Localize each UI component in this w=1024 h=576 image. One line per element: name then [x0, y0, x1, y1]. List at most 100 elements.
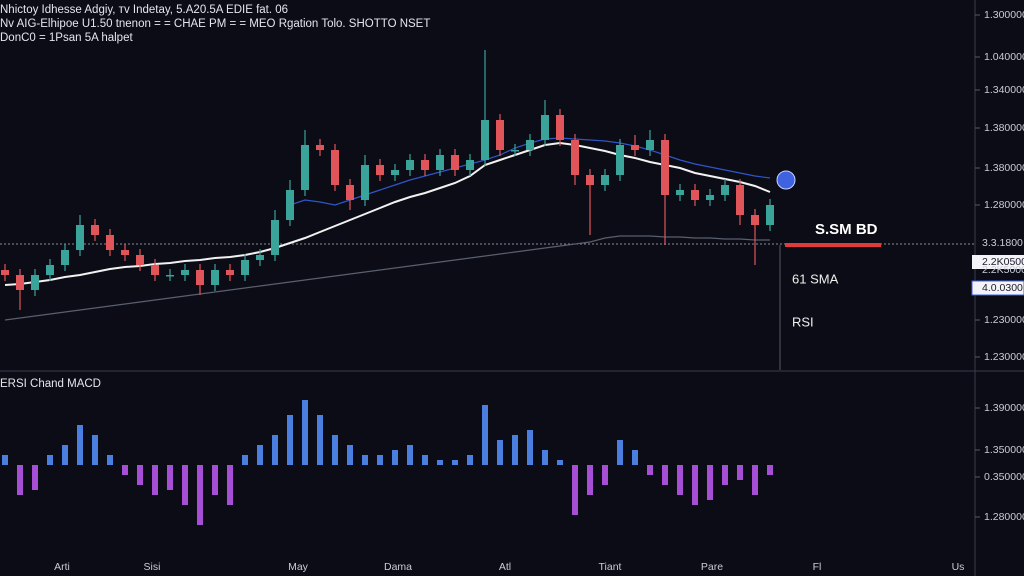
histogram-bar — [377, 455, 383, 465]
histogram-bar — [542, 450, 548, 465]
histogram-bar — [362, 455, 368, 465]
candle-body — [421, 160, 429, 170]
histogram-bar — [152, 465, 158, 495]
y-tick-label: 1.350000 — [984, 444, 1024, 456]
histogram-bar — [497, 440, 503, 465]
histogram-bar — [452, 460, 458, 465]
histogram-bar — [287, 415, 293, 465]
candle-body — [736, 185, 744, 215]
y-tick-label: 1.280000 — [984, 511, 1024, 523]
x-tick-label: Pare — [701, 561, 723, 573]
x-tick-label: Us — [952, 561, 965, 573]
candle-body — [616, 145, 624, 175]
histogram-bar — [62, 445, 68, 465]
candle-body — [571, 140, 579, 175]
histogram-bar — [332, 435, 338, 465]
histogram-bar — [527, 430, 533, 465]
histogram-bar — [407, 445, 413, 465]
header-line: DonC0 = 1Psan 5A halpet — [0, 32, 133, 44]
candle-body — [106, 235, 114, 250]
histogram-bar — [167, 465, 173, 490]
candle-body — [226, 270, 234, 275]
candle-body — [91, 225, 99, 235]
y-tick-label: 1.300000 — [984, 9, 1024, 21]
y-tick-label: 1.280000 — [984, 199, 1024, 211]
histogram-bar — [272, 435, 278, 465]
candle-body — [751, 215, 759, 225]
candle-body — [661, 140, 669, 195]
histogram-bar — [197, 465, 203, 525]
candle-body — [136, 255, 144, 265]
candle-body — [301, 145, 309, 190]
candle-body — [151, 265, 159, 275]
annotation: RSI — [792, 314, 814, 329]
x-tick-label: Sisi — [144, 561, 161, 573]
candle-body — [61, 250, 69, 265]
histogram-bar — [212, 465, 218, 495]
histogram-bar — [677, 465, 683, 495]
histogram-bar — [302, 400, 308, 465]
header-line: Nhictoy Idhesse Adgiy, ᴛv Indetay, 5.A20… — [0, 4, 288, 16]
candle-body — [31, 275, 39, 290]
histogram-bar — [107, 455, 113, 465]
candle-body — [526, 140, 534, 150]
histogram-bar — [17, 465, 23, 495]
candle-body — [466, 160, 474, 170]
histogram-bar — [752, 465, 758, 495]
candle-body — [286, 190, 294, 220]
price-tag: 2.2K5000 — [982, 264, 1024, 276]
histogram-bar — [437, 460, 443, 465]
candle-body — [556, 115, 564, 140]
x-tick-label: Arti — [54, 561, 70, 573]
candle-body — [331, 150, 339, 185]
candle-body — [481, 120, 489, 160]
candle-body — [196, 270, 204, 285]
y-tick-label: 1.040000 — [984, 51, 1024, 63]
candle-body — [346, 185, 354, 200]
histogram-bar — [512, 435, 518, 465]
x-tick-label: May — [288, 561, 309, 573]
price-tag: 4.0.0300 — [982, 282, 1023, 294]
y-tick-label: 1.230000 — [984, 314, 1024, 326]
annotation: S.SM BD — [815, 221, 878, 238]
price-tag: 3.3.1800 — [982, 237, 1023, 249]
histogram-bar — [647, 465, 653, 475]
moving-average — [4, 141, 771, 286]
histogram-bar — [227, 465, 233, 505]
candle-body — [46, 265, 54, 275]
histogram-bar — [242, 455, 248, 465]
histogram-bar — [422, 455, 428, 465]
candle-body — [586, 175, 594, 185]
histogram-bar — [482, 405, 488, 465]
panel-title: ERSI Chand MACD — [0, 378, 101, 390]
histogram-bar — [137, 465, 143, 485]
header-line: Nv AIG-Elhipoe U1.50 tnenon = = CHAE PM … — [0, 18, 430, 30]
histogram-bar — [122, 465, 128, 475]
candle-body — [691, 190, 699, 200]
candle-body — [706, 195, 714, 200]
histogram-bar — [722, 465, 728, 485]
candle-body — [241, 260, 249, 275]
signal-bar — [785, 243, 881, 247]
histogram-bar — [617, 440, 623, 465]
price-tag-box — [971, 280, 1024, 296]
histogram-bar — [572, 465, 578, 515]
histogram-bar — [47, 455, 53, 465]
histogram-bar — [557, 460, 563, 465]
candle-body — [496, 120, 504, 150]
x-tick-label: Atl — [499, 561, 511, 573]
candle-body — [676, 190, 684, 195]
histogram-bar — [662, 465, 668, 485]
candle-body — [361, 165, 369, 200]
annotation: 61 SMA — [792, 271, 839, 286]
histogram-bar — [767, 465, 773, 475]
candle-body — [766, 205, 774, 225]
histogram-bar — [77, 425, 83, 465]
histogram-bar — [467, 455, 473, 465]
price-tag-box — [972, 255, 1024, 269]
candle-body — [316, 145, 324, 150]
histogram-bar — [32, 465, 38, 490]
candle-body — [211, 270, 219, 285]
histogram-bar — [632, 450, 638, 465]
